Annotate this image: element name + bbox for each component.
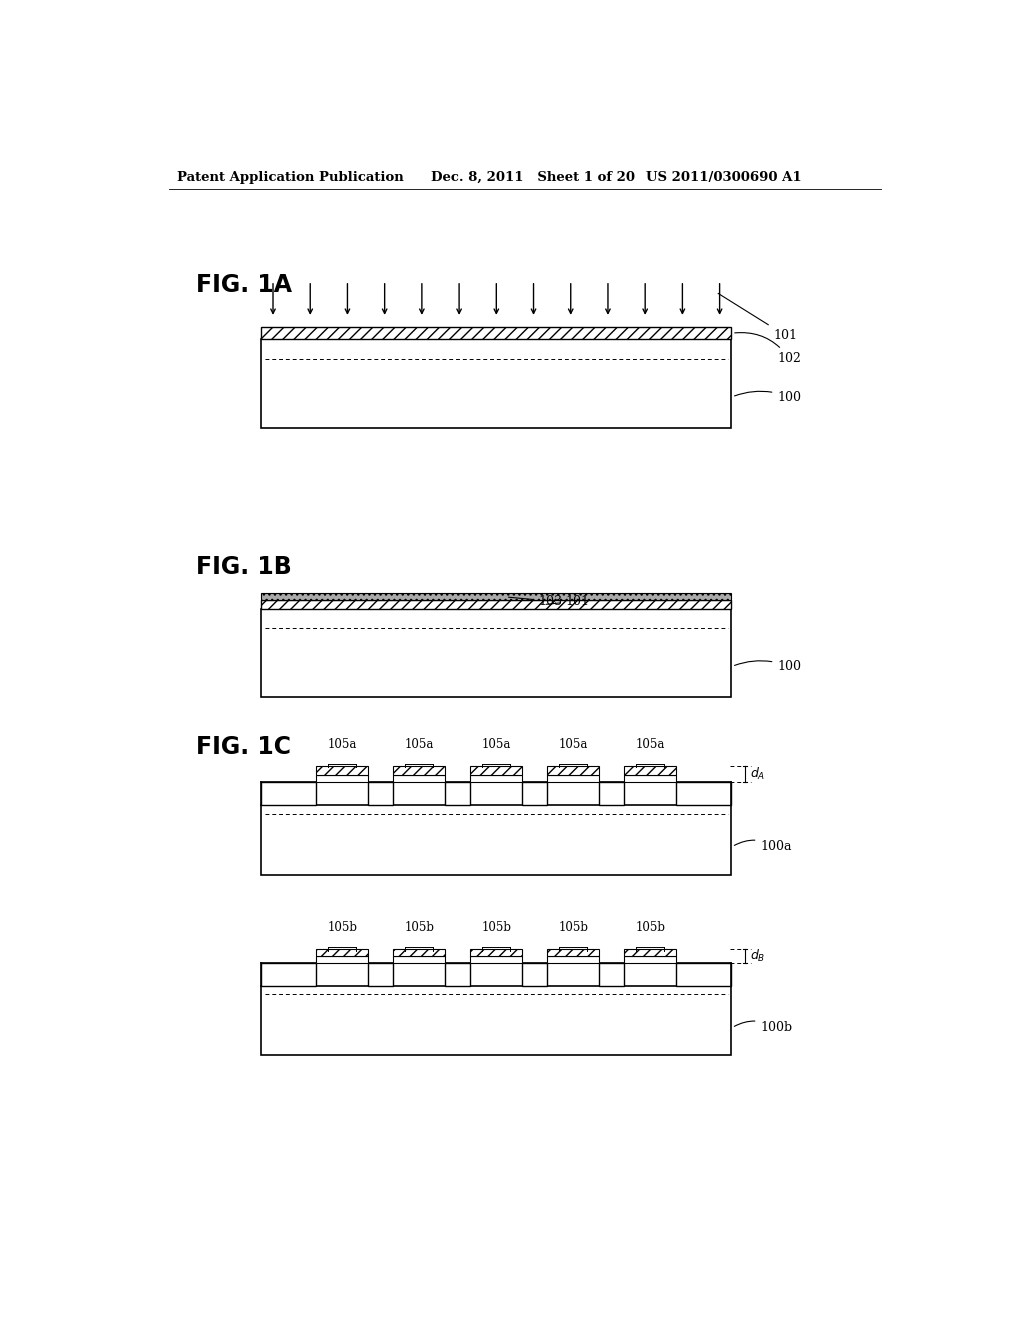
Bar [316,949,369,956]
Text: FIG. 1A: FIG. 1A [196,273,292,297]
Bar [261,964,316,986]
Text: 105a: 105a [636,738,665,751]
Bar [316,956,369,964]
Bar [625,775,677,781]
Bar [625,766,677,775]
Bar [547,956,599,964]
Text: 101: 101 [546,594,589,607]
Text: US 2011/0300690 A1: US 2011/0300690 A1 [646,172,802,185]
Text: 105b: 105b [404,921,434,933]
Text: 100b: 100b [734,1022,793,1035]
Bar [261,594,731,601]
Bar [599,781,625,805]
Bar [261,781,316,805]
Text: 105a: 105a [404,738,434,751]
Text: 105b: 105b [481,921,511,933]
Text: 105a: 105a [328,738,357,751]
Text: Patent Application Publication: Patent Application Publication [177,172,403,185]
Bar [393,949,445,956]
Bar [547,766,599,775]
Text: FIG. 1C: FIG. 1C [196,735,291,759]
Text: 105b: 105b [635,921,666,933]
Bar [599,964,625,986]
Text: FIG. 1B: FIG. 1B [196,554,292,578]
Bar [470,949,522,956]
Bar [369,964,393,986]
Bar [261,601,731,609]
Bar [261,327,731,339]
Text: 105b: 105b [328,921,357,933]
Bar [445,964,470,986]
Text: 105a: 105a [559,738,588,751]
Text: 103: 103 [509,594,562,607]
Text: $d_A$: $d_A$ [750,766,765,781]
Bar [625,949,677,956]
Text: 105b: 105b [558,921,589,933]
Text: $d_B$: $d_B$ [750,948,765,964]
Bar [393,766,445,775]
Text: 105a: 105a [481,738,511,751]
Text: 102: 102 [734,333,801,366]
Bar [261,339,731,428]
Bar [522,781,547,805]
Text: 100a: 100a [734,840,792,853]
Bar [547,949,599,956]
Bar [522,964,547,986]
Bar [677,781,731,805]
Bar [261,986,731,1056]
Bar [445,781,470,805]
Bar [261,805,731,875]
Bar [316,766,369,775]
Bar [393,775,445,781]
Bar [470,766,522,775]
Bar [470,775,522,781]
Bar [625,956,677,964]
Bar [677,964,731,986]
Bar [470,956,522,964]
Text: Dec. 8, 2011   Sheet 1 of 20: Dec. 8, 2011 Sheet 1 of 20 [431,172,635,185]
Bar [547,775,599,781]
Bar [393,956,445,964]
Text: 100: 100 [734,391,802,404]
Text: 100: 100 [734,660,802,673]
Bar [316,775,369,781]
Bar [261,609,731,697]
Bar [369,781,393,805]
Text: 101: 101 [718,293,798,342]
